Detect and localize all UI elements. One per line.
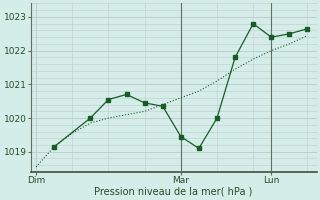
X-axis label: Pression niveau de la mer( hPa ): Pression niveau de la mer( hPa ) xyxy=(94,187,253,197)
